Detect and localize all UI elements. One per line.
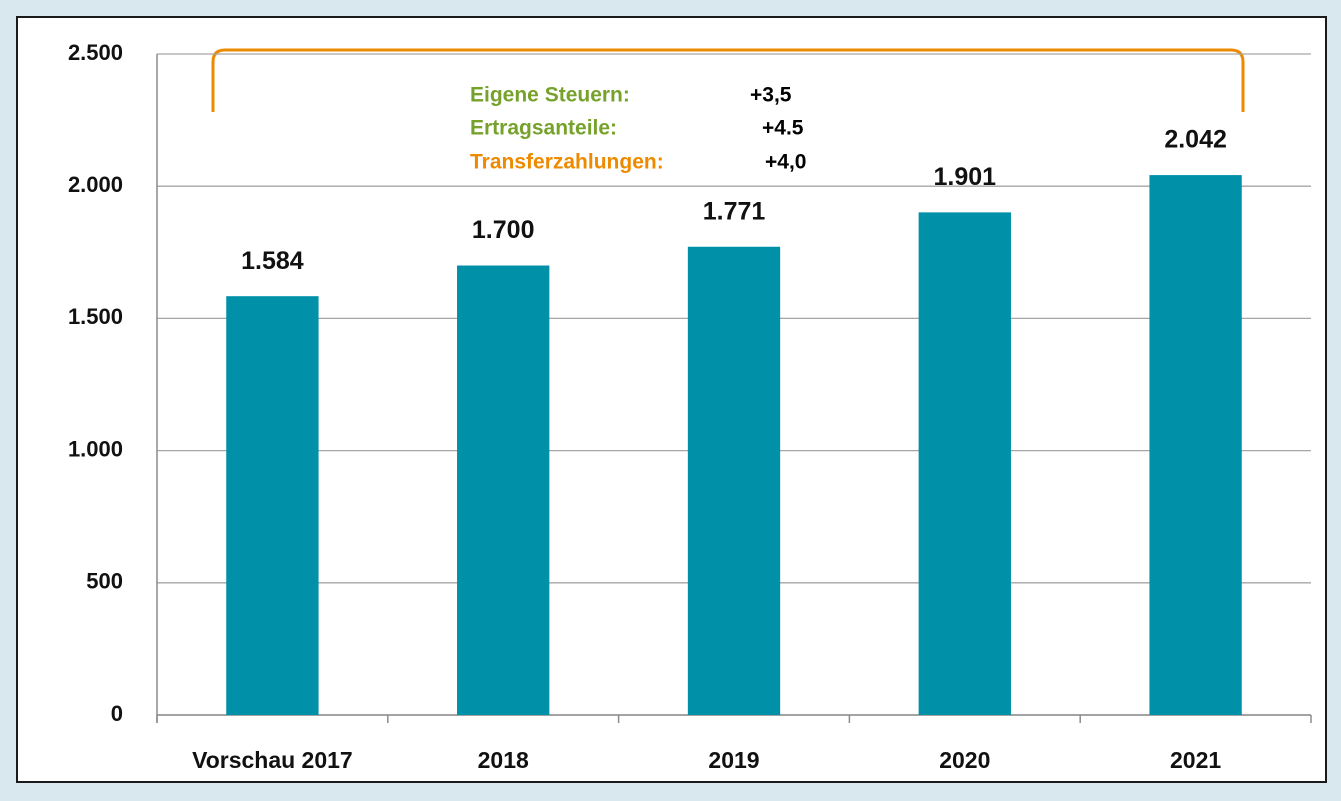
annotation-value: +4,0 — [765, 151, 806, 174]
bar — [687, 246, 781, 715]
annotation-label: Ertragsanteile: — [470, 117, 617, 140]
y-tick-label: 500 — [86, 569, 123, 594]
value-label: 1.584 — [241, 247, 304, 275]
y-tick-label: 1.000 — [68, 436, 123, 461]
x-tick-label: 2018 — [478, 747, 529, 773]
value-label: 1.771 — [703, 197, 766, 225]
y-tick-label: 0 — [111, 701, 123, 726]
bar — [226, 296, 319, 715]
value-label: 1.901 — [934, 163, 997, 191]
x-tick-label: Vorschau 2017 — [192, 747, 353, 773]
bracket — [211, 48, 1245, 112]
annotation-value: +3,5 — [750, 84, 792, 107]
bar — [918, 212, 1011, 715]
annotation-label: Transferzahlungen: — [470, 151, 664, 174]
y-tick-label: 2.000 — [68, 172, 123, 197]
value-label: 1.700 — [472, 216, 535, 244]
bar — [457, 265, 550, 715]
x-tick-label: 2021 — [1170, 747, 1221, 773]
annotation-label: Eigene Steuern: — [470, 84, 630, 107]
y-tick-label: 1.500 — [68, 304, 123, 329]
value-label: 2.042 — [1164, 126, 1227, 154]
annotation-value: +4.5 — [762, 117, 804, 140]
x-tick-label: 2019 — [708, 747, 759, 773]
bar — [1149, 175, 1242, 715]
x-tick-label: 2020 — [939, 747, 990, 773]
y-tick-label: 2.500 — [68, 40, 123, 65]
